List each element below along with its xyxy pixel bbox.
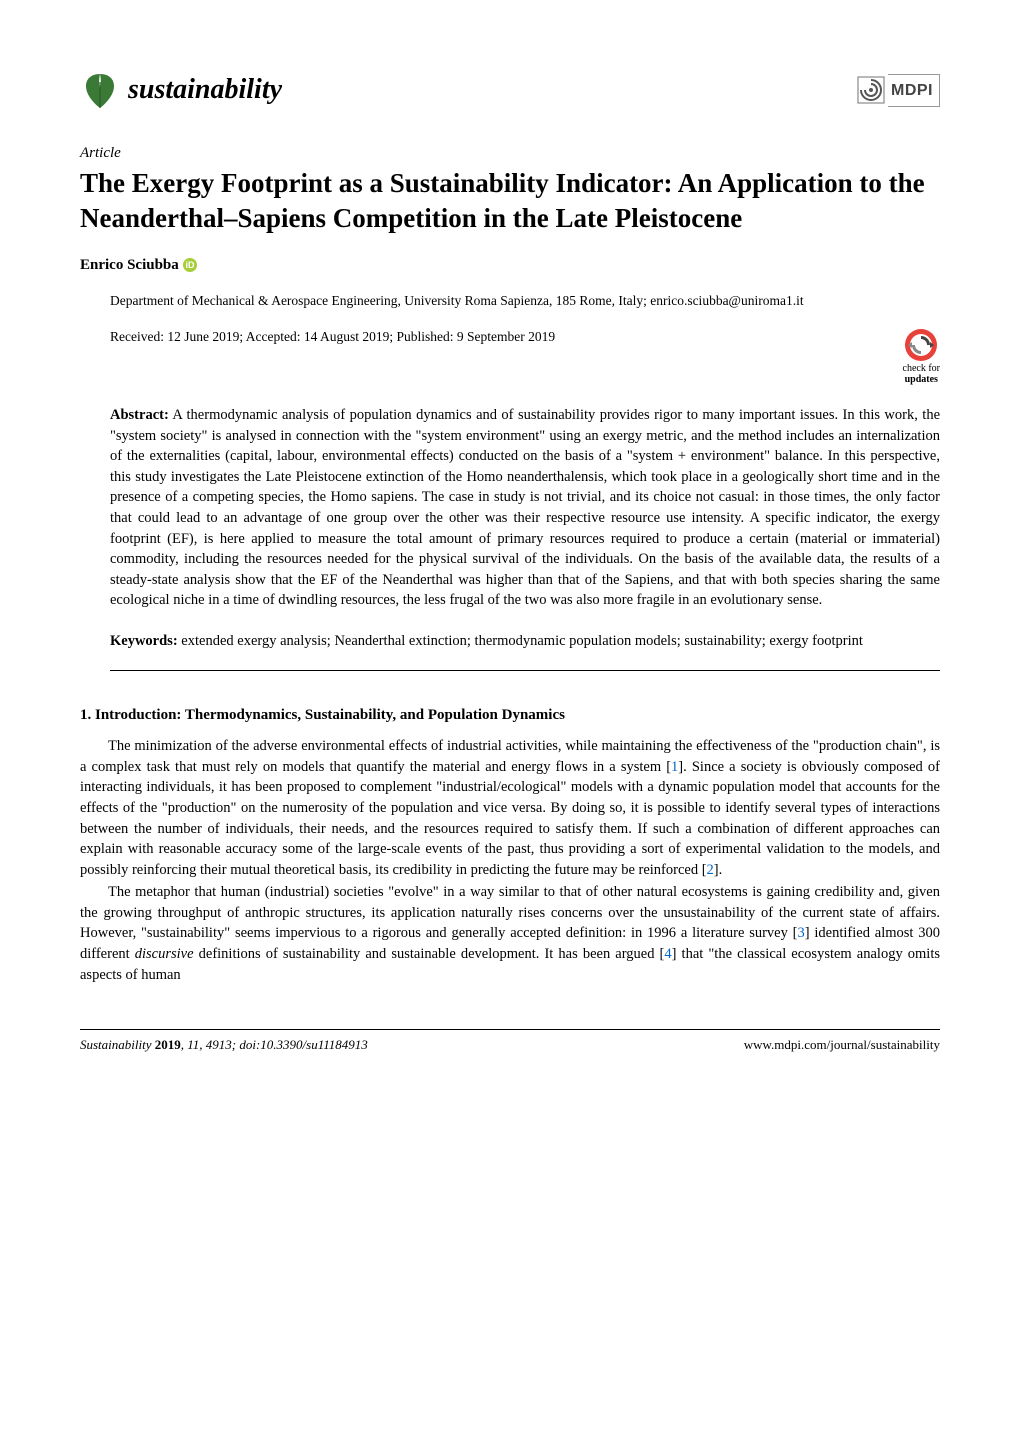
check-updates-icon xyxy=(903,327,939,363)
check-for-updates[interactable]: check for updates xyxy=(903,327,940,385)
abstract-block: Abstract: A thermodynamic analysis of po… xyxy=(80,405,940,611)
sustainability-leaf-icon xyxy=(80,70,120,110)
author-name: Enrico Sciubba xyxy=(80,255,179,277)
page-footer: Sustainability 2019, 11, 4913; doi:10.33… xyxy=(80,1029,940,1055)
body-paragraph-1: The minimization of the adverse environm… xyxy=(80,736,940,880)
publication-dates: Received: 12 June 2019; Accepted: 14 Aug… xyxy=(110,327,555,347)
para2-text-d: definitions of sustainability and sustai… xyxy=(194,946,665,962)
footer-year: 2019 xyxy=(155,1037,181,1052)
author-line: Enrico Sciubba iD xyxy=(80,255,940,277)
para1-text-b: ]. Since a society is obviously composed… xyxy=(80,759,940,878)
svg-text:iD: iD xyxy=(185,260,195,270)
footer-left: Sustainability 2019, 11, 4913; doi:10.33… xyxy=(80,1036,368,1055)
check-updates-label-bottom: updates xyxy=(905,374,938,385)
keywords-block: Keywords: extended exergy analysis; Nean… xyxy=(80,631,940,652)
ref-link-2[interactable]: 2 xyxy=(707,862,714,878)
para2-italic: discursive xyxy=(135,946,194,962)
section-1-heading: 1. Introduction: Thermodynamics, Sustain… xyxy=(80,705,940,727)
ref-link-3[interactable]: 3 xyxy=(798,925,805,941)
orcid-icon[interactable]: iD xyxy=(183,258,197,272)
mdpi-logo[interactable]: MDPI xyxy=(857,74,940,107)
mdpi-swirl-icon xyxy=(857,76,885,104)
para1-text-c: ]. xyxy=(714,862,722,878)
article-type: Article xyxy=(80,143,940,165)
check-updates-label-top: check for xyxy=(903,363,940,374)
ref-link-4[interactable]: 4 xyxy=(664,946,671,962)
footer-journal: Sustainability xyxy=(80,1037,155,1052)
keywords-text: extended exergy analysis; Neanderthal ex… xyxy=(178,633,863,649)
keywords-label: Keywords: xyxy=(110,633,178,649)
journal-logo-block: sustainability xyxy=(80,70,282,111)
affiliation: Department of Mechanical & Aerospace Eng… xyxy=(80,292,940,311)
journal-name: sustainability xyxy=(128,70,282,111)
section-divider xyxy=(110,670,940,671)
footer-issue: , 11, 4913; doi:10.3390/su11184913 xyxy=(181,1037,368,1052)
body-paragraph-2: The metaphor that human (industrial) soc… xyxy=(80,882,940,985)
mdpi-text: MDPI xyxy=(888,74,940,107)
footer-url[interactable]: www.mdpi.com/journal/sustainability xyxy=(744,1036,940,1055)
abstract-label: Abstract: xyxy=(110,407,169,423)
header-row: sustainability MDPI xyxy=(80,70,940,111)
article-title: The Exergy Footprint as a Sustainability… xyxy=(80,166,940,236)
abstract-text: A thermodynamic analysis of population d… xyxy=(110,407,940,608)
dates-row: Received: 12 June 2019; Accepted: 14 Aug… xyxy=(80,327,940,385)
